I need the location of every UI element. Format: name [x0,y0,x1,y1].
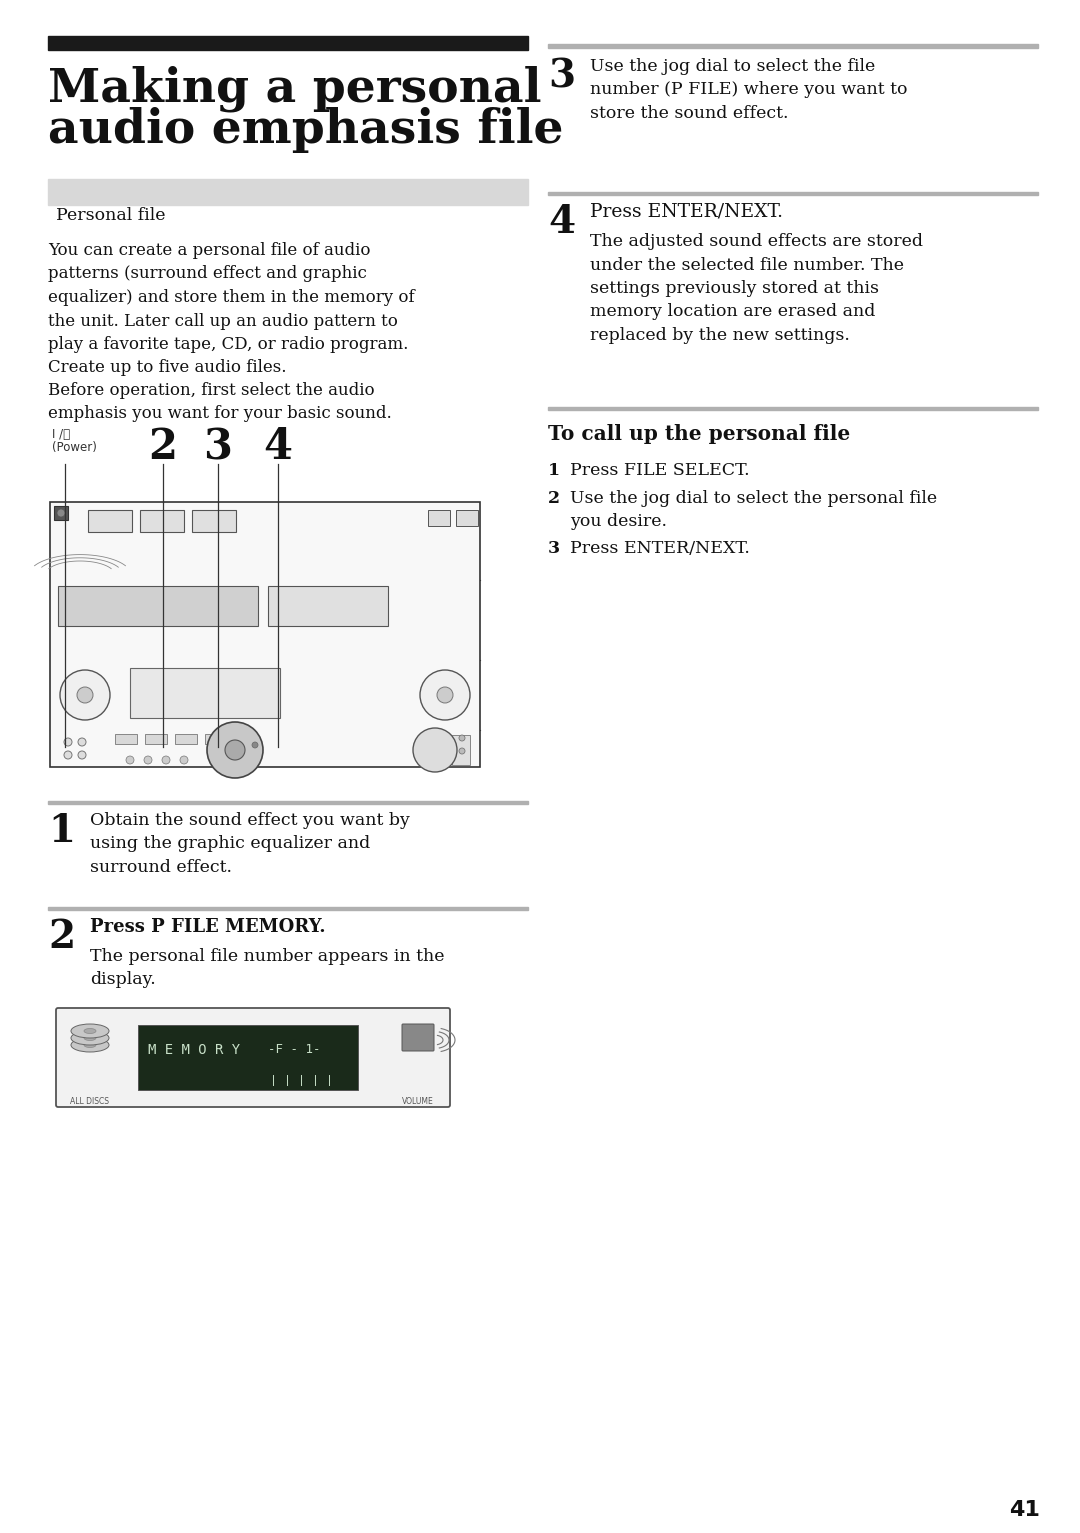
Text: Personal file: Personal file [56,207,165,224]
Text: Making a personal: Making a personal [48,64,541,112]
Circle shape [144,756,152,763]
Text: 41: 41 [1009,1499,1040,1521]
Circle shape [64,737,72,747]
Text: Press ENTER/NEXT.: Press ENTER/NEXT. [590,202,783,221]
Bar [140,510,184,532]
Circle shape [413,728,457,773]
Text: Press FILE SELECT.: Press FILE SELECT. [570,461,750,478]
FancyBboxPatch shape [402,1024,434,1052]
Circle shape [459,734,465,740]
Text: VOLUME: VOLUME [402,1098,434,1105]
Bar [548,44,1038,48]
Ellipse shape [71,1038,109,1052]
Bar [268,586,388,625]
Text: I /Ⓤ: I /Ⓤ [52,428,70,442]
Bar [138,1026,357,1090]
Text: Use the jog dial to select the personal file
you desire.: Use the jog dial to select the personal … [570,491,937,530]
Bar [50,501,480,766]
Ellipse shape [71,1032,109,1046]
Bar [48,802,528,803]
Bar [48,179,528,205]
Bar [58,586,258,625]
Text: ALL DISCS: ALL DISCS [70,1098,109,1105]
Text: 2: 2 [149,426,177,468]
Circle shape [78,751,86,759]
Text: 3: 3 [548,540,561,556]
Ellipse shape [84,1029,96,1033]
Circle shape [420,670,470,721]
Circle shape [77,687,93,704]
Text: Before operation, first select the audio
emphasis you want for your basic sound.: Before operation, first select the audio… [48,382,392,423]
Text: 2: 2 [48,918,76,957]
Bar [453,734,470,765]
Circle shape [78,737,86,747]
Circle shape [437,687,453,704]
Bar [175,734,197,744]
Text: Press P FILE MEMORY.: Press P FILE MEMORY. [90,918,326,937]
Text: You can create a personal file of audio
patterns (surround effect and graphic
eq: You can create a personal file of audio … [48,242,415,377]
Text: M E M O R Y: M E M O R Y [148,1042,240,1056]
Text: Use the jog dial to select the file
number (P FILE) where you want to
store the : Use the jog dial to select the file numb… [590,58,907,123]
Circle shape [57,509,65,517]
Text: The adjusted sound effects are stored
under the selected file number. The
settin: The adjusted sound effects are stored un… [590,233,923,343]
Text: 3: 3 [203,426,232,468]
Text: To call up the personal file: To call up the personal file [548,425,850,445]
FancyBboxPatch shape [56,1009,450,1107]
Text: 1: 1 [548,461,561,478]
Bar [130,668,280,717]
Circle shape [60,670,110,721]
Ellipse shape [71,1024,109,1038]
Text: 3: 3 [548,58,576,97]
Bar [114,734,137,744]
Bar [428,510,450,526]
Text: Obtain the sound effect you want by
using the graphic equalizer and
surround eff: Obtain the sound effect you want by usin… [90,812,410,875]
Bar [548,406,1038,409]
Text: (Power): (Power) [52,442,97,454]
Text: 4: 4 [264,426,293,468]
Bar [192,510,237,532]
Circle shape [252,742,258,748]
Text: audio emphasis file: audio emphasis file [48,107,564,153]
Circle shape [225,740,245,760]
Circle shape [459,748,465,754]
Bar [456,510,478,526]
Bar [205,734,227,744]
Text: 1: 1 [48,812,75,849]
Bar [54,506,68,520]
Bar [48,35,528,51]
Circle shape [64,751,72,759]
Circle shape [126,756,134,763]
Circle shape [207,722,264,779]
Circle shape [180,756,188,763]
Bar [48,908,528,911]
Text: -F - 1-: -F - 1- [268,1042,321,1056]
Text: The personal file number appears in the
display.: The personal file number appears in the … [90,947,445,989]
Bar [87,510,132,532]
Bar [145,734,167,744]
Bar [235,734,257,744]
Ellipse shape [84,1035,96,1041]
Bar [548,192,1038,195]
Text: 2: 2 [548,491,561,507]
Text: Press ENTER/NEXT.: Press ENTER/NEXT. [570,540,750,556]
Text: 4: 4 [548,202,576,241]
Ellipse shape [84,1042,96,1047]
Circle shape [162,756,170,763]
